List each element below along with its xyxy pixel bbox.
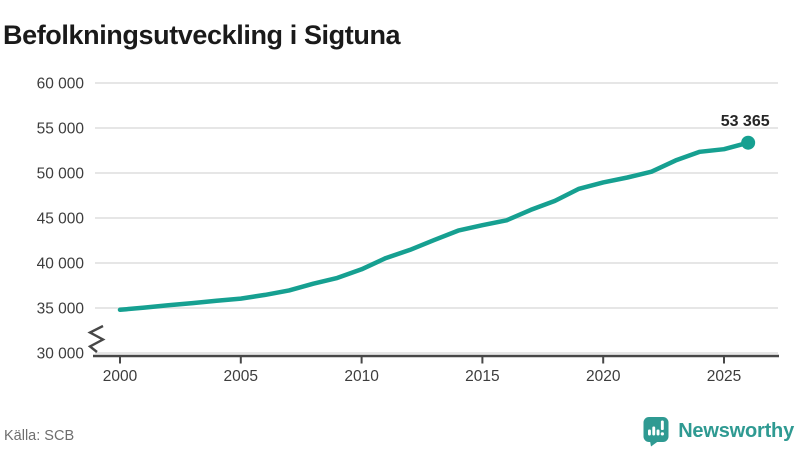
end-value-label: 53 365 [721, 113, 770, 130]
y-axis-tick-label: 35 000 [37, 301, 85, 318]
exclamation-dot [660, 432, 665, 436]
exclamation-bar [661, 420, 664, 430]
y-axis-tick-label: 55 000 [37, 121, 85, 138]
population-line [117, 140, 751, 313]
source-note: Källa: SCB [4, 428, 75, 444]
population-line-chart: 60 000 55 000 50 000 45 000 40 000 35 000 30 0… [37, 76, 779, 385]
end-point-marker [741, 135, 756, 150]
bar-2 [652, 426, 656, 436]
x-axis-tick-label: 2010 [344, 368, 379, 385]
x-axis-tick-label: 2025 [707, 368, 741, 385]
brand-name: Newsworthy [678, 419, 794, 442]
bubble-shape [643, 417, 669, 442]
bubble-tail [650, 441, 659, 447]
y-axis-tick-label: 50 000 [37, 166, 85, 183]
bar-1 [648, 429, 652, 436]
x-axis-tick-label: 2020 [586, 368, 621, 385]
x-axis-tick-label: 2000 [103, 368, 138, 385]
x-axis-tick-label: 2015 [465, 368, 499, 385]
y-axis-break-icon [87, 324, 106, 353]
y-axis-tick-label: 45 000 [37, 211, 85, 228]
y-axis-tick-label: 40 000 [37, 256, 85, 273]
x-axis-tick-label: 2005 [224, 368, 258, 385]
bar-3 [656, 429, 660, 436]
newsworthy-logo: Newsworthy [641, 415, 794, 447]
page-title: Befolkningsutveckling i Sigtuna [3, 20, 401, 51]
y-axis-tick-label: 30 000 [37, 346, 85, 363]
newsworthy-bubble-chart-icon [643, 417, 669, 447]
y-axis-tick-label: 60 000 [37, 76, 85, 93]
